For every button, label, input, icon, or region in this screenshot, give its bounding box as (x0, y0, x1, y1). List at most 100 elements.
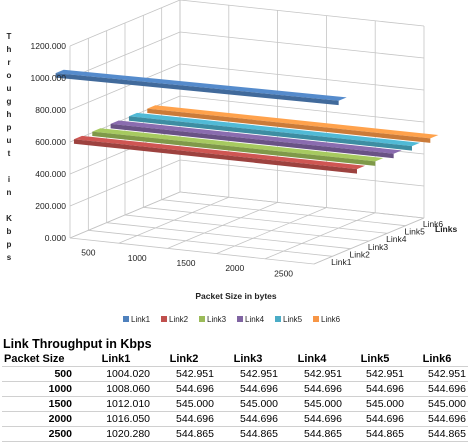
throughput-cell: 545.000 (152, 396, 216, 412)
y-axis-title-text: Throughput in Kbps (5, 32, 14, 266)
throughput-3d-chart: 0.000 200.000 400.000 600.000 800.000 1000.00… (5, 0, 457, 324)
ribbon-top-face (92, 128, 384, 162)
series-ribbon-link3 (92, 128, 384, 166)
throughput-cell: 544.696 (344, 381, 406, 397)
x-tick-label: 1000 (128, 253, 147, 263)
table-header-cell: Link5 (344, 352, 406, 367)
throughput-cell: 544.865 (216, 426, 280, 442)
throughput-cell: 544.696 (406, 381, 468, 397)
throughput-cell: 542.951 (406, 366, 468, 382)
series-ribbon-link6 (147, 105, 439, 143)
table-header-cell: Packet Size (2, 352, 80, 367)
ribbon-front-face (110, 123, 394, 159)
throughput-cell: 544.696 (216, 411, 280, 427)
throughput-cell: 544.696 (152, 381, 216, 397)
throughput-cell: 544.865 (344, 426, 406, 442)
x-tick-label: 1500 (177, 258, 196, 268)
legend-label: Link3 (207, 315, 227, 324)
z-tick-label: Link6 (423, 219, 444, 229)
legend-item-link6: Link6 (313, 315, 341, 324)
ribbon-top-face (147, 105, 439, 139)
legend-swatch (237, 316, 243, 322)
legend-swatch (161, 316, 167, 322)
ribbon-front-face (55, 73, 339, 106)
throughput-cell: 1020.280 (80, 426, 152, 442)
x-axis-title: Packet Size in bytes (195, 291, 277, 301)
packet-size-cell: 1000 (2, 381, 80, 397)
legend-item-link4: Link4 (237, 315, 265, 324)
table-title: Link Throughput in Kbps (3, 337, 152, 351)
y-tick-label: 1200.000 (31, 41, 67, 51)
series-ribbon-link4 (110, 120, 402, 159)
z-tick-label: Link4 (386, 234, 407, 244)
ribbon-top-face (55, 69, 347, 101)
z-axis-title: Links (435, 224, 457, 234)
y-tick-label: 400.000 (35, 169, 66, 179)
table-row: 2500 1020.280 544.865 544.865 544.865 544.865… (2, 426, 468, 442)
legend-label: Link4 (245, 315, 265, 324)
throughput-cell: 544.865 (152, 426, 216, 442)
gridline-floor-width (143, 206, 388, 234)
y-tick-label: 200.000 (35, 201, 66, 211)
gridline-floor-width (106, 222, 351, 250)
table-header-cell: Link2 (152, 352, 216, 367)
chart-legend: Link1 Link2 Link3 Link4 Link5 Link6 (123, 315, 341, 324)
throughput-cell: 544.696 (406, 411, 468, 427)
table-header-row: Packet Size Link1 Link2 Link3 Link4 Link5 Link… (2, 352, 468, 367)
legend-label: Link5 (283, 315, 303, 324)
series-ribbon-link2 (73, 135, 366, 174)
table-row: 500 1004.020 542.951 542.951 542.951 542.951 5… (2, 366, 468, 382)
table-row: 1500 1012.010 545.000 545.000 545.000 545.000… (2, 396, 468, 412)
ribbon-top-face (110, 120, 402, 154)
packet-size-cell: 2000 (2, 411, 80, 427)
throughput-cell: 544.696 (216, 381, 280, 397)
throughput-cell: 544.696 (344, 411, 406, 427)
chart-tick-labels: 0.000 200.000 400.000 600.000 800.000 1000.00… (31, 41, 444, 278)
packet-size-cell: 1500 (2, 396, 80, 412)
throughput-cell: 544.865 (406, 426, 468, 442)
throughput-cell: 544.696 (152, 411, 216, 427)
z-tick-label: Link5 (405, 227, 426, 237)
legend-item-link5: Link5 (275, 315, 303, 324)
x-tick-label: 2000 (225, 263, 244, 273)
z-tick-label: Link1 (331, 257, 352, 267)
throughput-cell: 545.000 (406, 396, 468, 412)
ribbon-front-face (128, 116, 412, 151)
y-axis-title: Throughput in Kbps (5, 32, 14, 266)
throughput-cell: 544.696 (280, 411, 344, 427)
packet-size-cell: 2500 (2, 426, 80, 442)
legend-item-link3: Link3 (199, 315, 227, 324)
ribbon-front-face (92, 131, 376, 166)
legend-item-link2: Link2 (161, 315, 189, 324)
throughput-cell: 542.951 (280, 366, 344, 382)
table-header-cell: Link3 (216, 352, 280, 367)
gridline-floor-width (69, 237, 315, 265)
gridline-back-wall (179, 31, 425, 59)
x-tick-label: 2500 (274, 268, 293, 278)
table-row: 2000 1016.050 544.696 544.696 544.696 544.696… (2, 411, 468, 427)
table-row: 1000 1008.060 544.696 544.696 544.696 544.696… (2, 381, 468, 397)
ribbon-front-face (147, 108, 431, 143)
table-header-cell: Link4 (280, 352, 344, 367)
throughput-cell: 542.951 (344, 366, 406, 382)
throughput-table: Packet Size Link1 Link2 Link3 Link4 Link5 Link… (2, 352, 468, 442)
floor-right-edge (313, 217, 425, 265)
throughput-cell: 545.000 (280, 396, 344, 412)
throughput-cell: 544.696 (280, 381, 344, 397)
throughput-cell: 1004.020 (80, 366, 152, 382)
throughput-cell: 1008.060 (80, 381, 152, 397)
gridline-floor-width (179, 191, 425, 219)
chart-bars (55, 69, 439, 174)
y-tick-label: 600.000 (35, 137, 66, 147)
legend-label: Link6 (321, 315, 341, 324)
table-header-cell: Link1 (80, 352, 152, 367)
gridline-floor-width (124, 214, 370, 242)
legend-swatch (199, 316, 205, 322)
gridline-floor-width (88, 229, 333, 257)
throughput-cell: 545.000 (216, 396, 280, 412)
series-ribbon-link5 (128, 112, 421, 151)
series-ribbon-link1 (55, 69, 347, 106)
y-tick-label: 1000.000 (31, 73, 67, 83)
gridline-back-wall (179, 63, 425, 91)
throughput-cell: 542.951 (152, 366, 216, 382)
